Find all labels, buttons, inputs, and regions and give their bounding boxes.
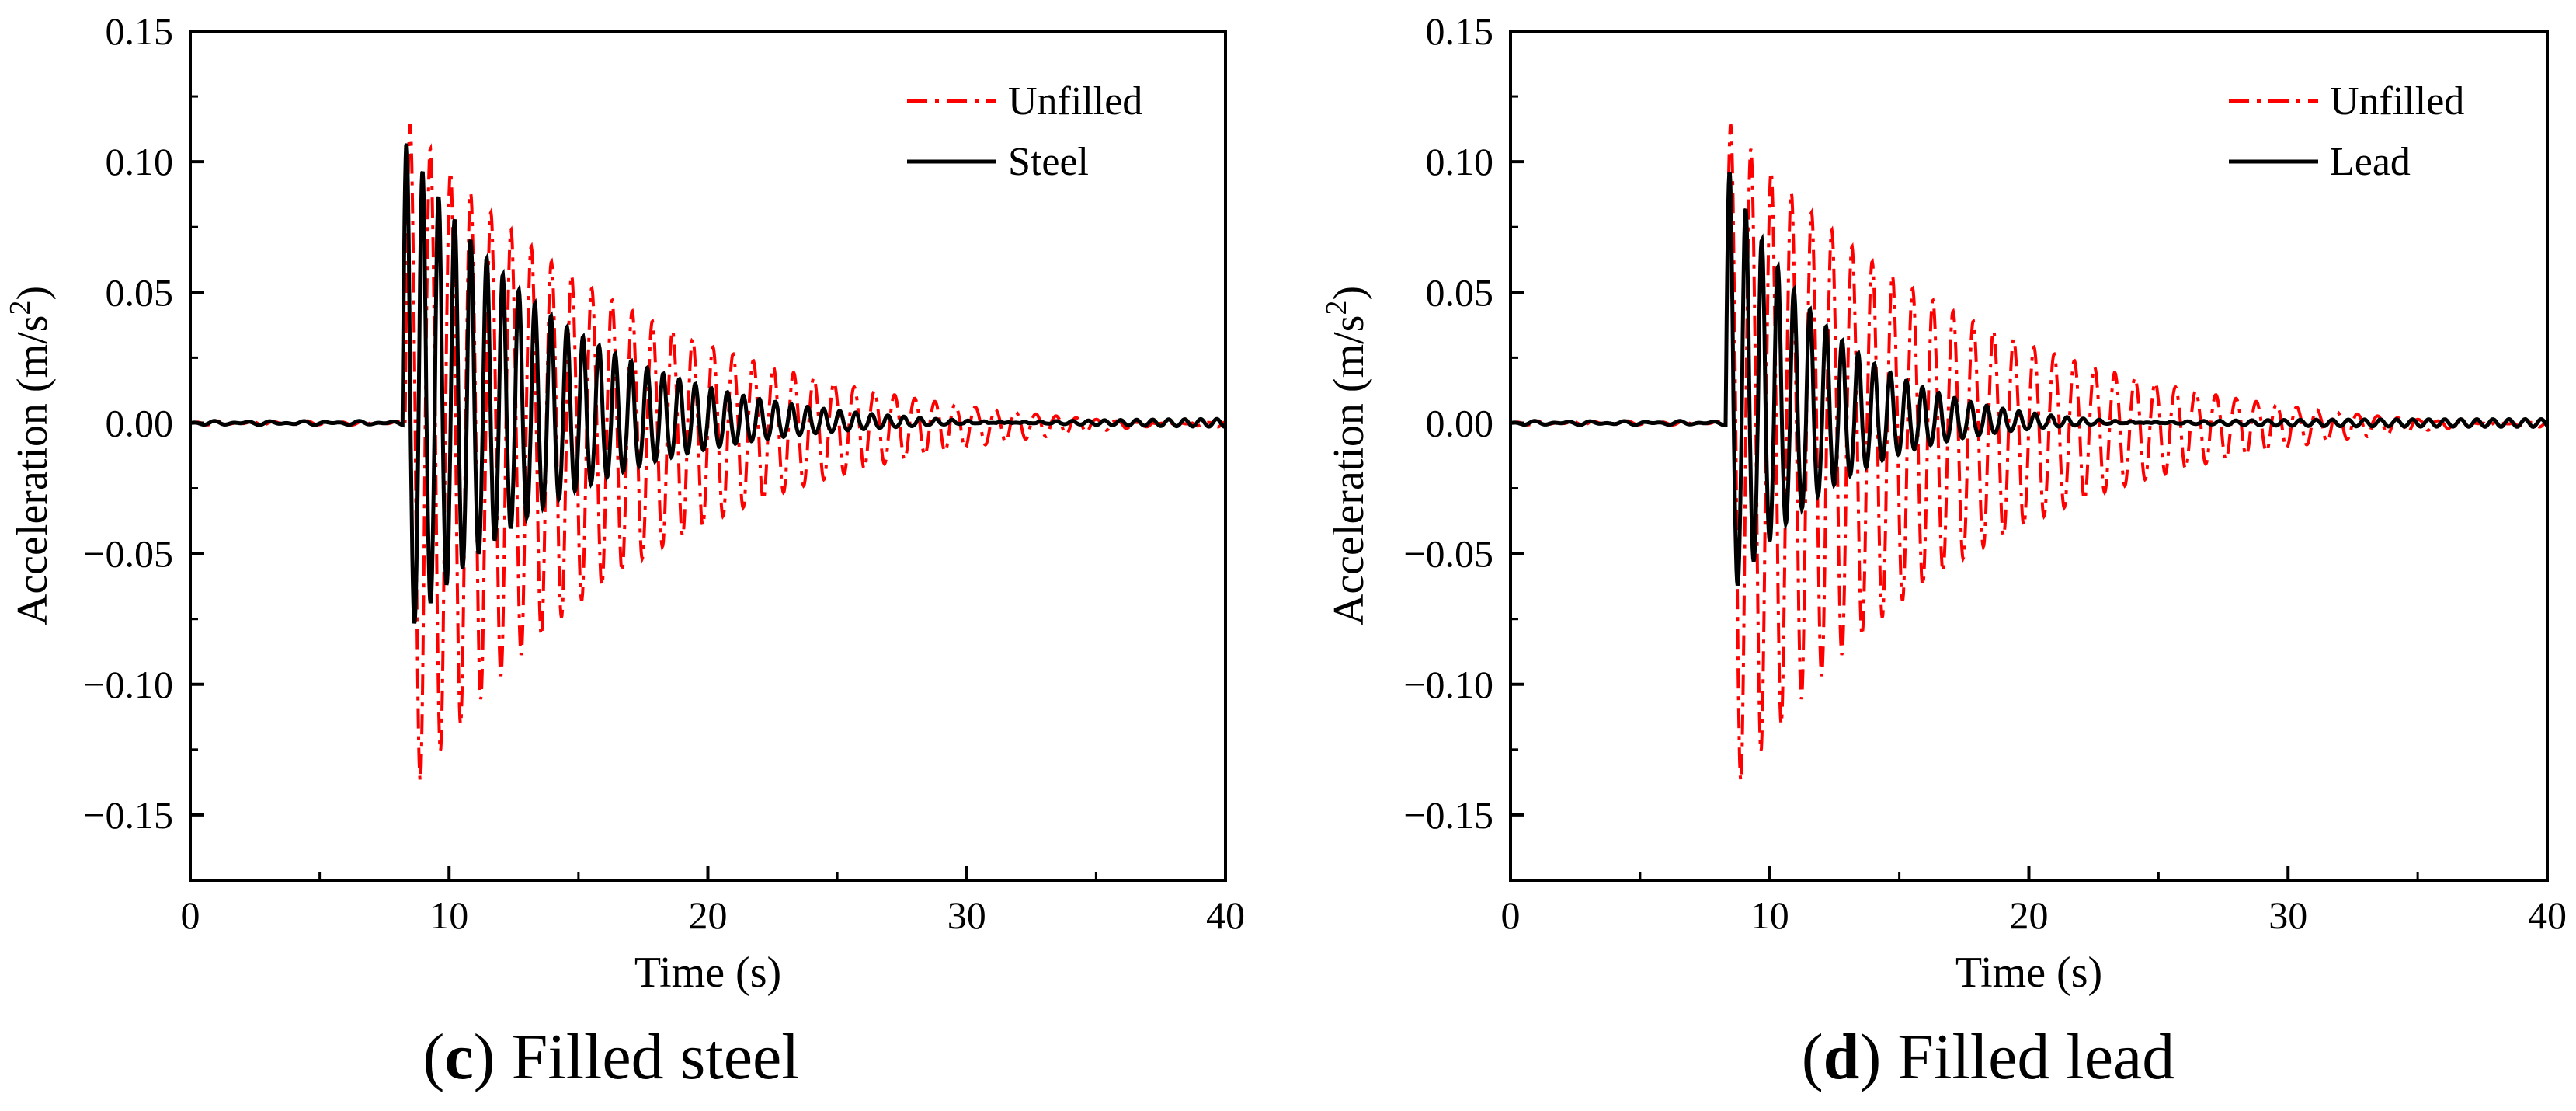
y-tick-label: 0.15: [1426, 9, 1494, 53]
panel-caption: (c) Filled steel: [422, 1021, 799, 1093]
x-tick-label: 40: [2528, 893, 2567, 937]
y-axis-label-superscript: 2: [1320, 301, 1353, 315]
series-line-unfilled: [1510, 124, 2547, 782]
x-tick-label: 10: [1750, 893, 1789, 937]
series-line-steel: [190, 143, 1225, 624]
y-tick-label: −0.15: [1403, 793, 1493, 837]
x-tick-label: 30: [947, 893, 986, 937]
legend-label-steel: Steel: [1008, 140, 1089, 184]
y-tick-label: 0.10: [1426, 140, 1494, 183]
x-tick-label: 20: [2010, 893, 2049, 937]
caption-text: Filled steel: [495, 1021, 800, 1093]
caption-close-paren: ): [1859, 1021, 1881, 1093]
panel-caption: (d) Filled lead: [1802, 1021, 2175, 1093]
x-tick-label: 40: [1206, 893, 1245, 937]
caption-close-paren: ): [474, 1021, 495, 1093]
legend: Unfilled Lead: [2229, 79, 2464, 184]
y-axis-label-close: ): [1325, 286, 1373, 301]
x-tick-label: 20: [689, 893, 728, 937]
caption-open-paren: (: [422, 1021, 444, 1093]
y-axis-label-main: Acceleration (m/s: [1325, 315, 1373, 626]
y-tick-label: 0.10: [106, 140, 174, 183]
x-tick-label: 30: [2268, 893, 2307, 937]
y-tick-label: −0.05: [1403, 532, 1493, 576]
x-axis-label: Time (s): [634, 949, 781, 997]
y-tick-label: 0.05: [106, 270, 174, 314]
y-axis-label-close: ): [9, 286, 57, 301]
chart-panel-c: 0 10 20 30 40 0.15 0.10 0.05 0.00 −0.05 −0.10 −0.15…: [4, 9, 1245, 1093]
y-axis-label-superscript: 2: [4, 301, 37, 315]
x-axis-label: Time (s): [1955, 949, 2102, 997]
caption-letter: d: [1823, 1021, 1860, 1093]
y-tick-label: 0.05: [1426, 270, 1494, 314]
series-line-lead: [1510, 171, 2547, 586]
y-tick-label: 0.00: [1426, 401, 1494, 444]
y-axis-label-main: Acceleration (m/s: [9, 315, 57, 626]
legend-label-unfilled: Unfilled: [2330, 79, 2464, 124]
y-axis-label: Acceleration (m/s2): [1320, 286, 1373, 625]
y-tick-label: −0.10: [83, 663, 173, 706]
y-axis-label: Acceleration (m/s2): [4, 286, 57, 625]
chart-panel-d: 0 10 20 30 40 0.15 0.10 0.05 0.00 −0.05 −0.10 −0.15…: [1320, 9, 2567, 1093]
legend: Unfilled Steel: [907, 79, 1142, 184]
y-tick-label: −0.10: [1403, 663, 1493, 706]
caption-open-paren: (: [1802, 1021, 1823, 1093]
legend-label-unfilled: Unfilled: [1008, 79, 1142, 124]
legend-label-lead: Lead: [2330, 140, 2411, 184]
caption-text: Filled lead: [1881, 1021, 2174, 1093]
caption-letter: c: [444, 1021, 473, 1093]
y-tick-label: −0.05: [83, 532, 173, 576]
x-tick-label: 10: [429, 893, 468, 937]
y-tick-label: 0.00: [106, 401, 174, 444]
y-tick-label: −0.15: [83, 793, 173, 837]
y-tick-label: 0.15: [106, 9, 174, 53]
x-tick-label: 0: [1501, 893, 1521, 937]
x-tick-label: 0: [181, 893, 200, 937]
series-line-unfilled: [190, 124, 1225, 782]
